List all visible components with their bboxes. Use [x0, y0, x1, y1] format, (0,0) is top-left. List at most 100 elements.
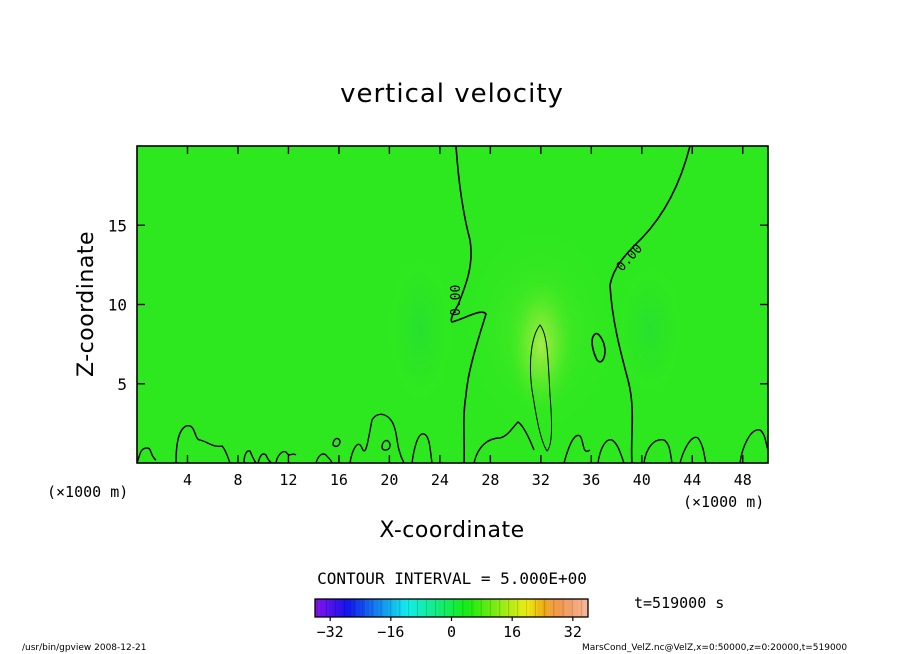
x-tick-label: 28 [481, 471, 499, 489]
footer-right: MarsCond_VelZ.nc@VelZ,x=0:50000,z=0:2000… [582, 643, 847, 653]
time-label: t=519000 s [634, 594, 724, 612]
colorbar-swatch [446, 599, 452, 617]
y-tick-label: 5 [117, 375, 127, 394]
colorbar-swatch [483, 599, 489, 617]
colorbar-swatch [497, 599, 502, 617]
colorbar-swatch [560, 599, 566, 617]
colorbar-swatch [456, 599, 461, 617]
colorbar-swatch [401, 599, 407, 617]
downdraft-region-right [615, 260, 685, 400]
x-tick-label: 36 [582, 471, 600, 489]
x-tick-label: 40 [633, 471, 651, 489]
colorbar-swatch [428, 599, 434, 617]
colorbar-tick-label: 0 [447, 623, 456, 641]
surface-contours [137, 413, 768, 463]
colorbar-swatch [460, 599, 466, 617]
colorbar-swatch [469, 599, 475, 617]
colorbar-swatch [533, 599, 539, 617]
y-unit-label: (×1000 m) [47, 483, 128, 501]
colorbar-swatch [537, 599, 543, 617]
colorbar-swatch [465, 599, 470, 617]
colorbar-swatch [551, 599, 557, 617]
colorbar-swatch [437, 599, 443, 617]
footer-left: /usr/bin/gpview 2008-12-21 [22, 643, 146, 653]
colorbar-swatch [333, 599, 339, 617]
x-tick-label: 32 [532, 471, 550, 489]
colorbar-swatch [415, 599, 420, 617]
colorbar-swatch [556, 599, 561, 617]
colorbar-swatch [396, 599, 402, 617]
colorbar-swatch [315, 599, 320, 617]
colorbar-swatch [424, 599, 430, 617]
colorbar-swatch [319, 599, 325, 617]
x-axis-label: X-coordinate [379, 518, 524, 543]
colorbar-swatch [365, 599, 370, 617]
colorbar-swatch [583, 599, 589, 617]
colorbar-swatch [569, 599, 575, 617]
x-tick-label: 20 [380, 471, 398, 489]
y-tick-label: 15 [108, 216, 127, 235]
colorbar-swatch [387, 599, 393, 617]
colorbar-swatch [547, 599, 552, 617]
x-tick-label: 24 [431, 471, 449, 489]
downdraft-region-left [385, 250, 455, 410]
colorbar-swatch [360, 599, 366, 617]
colorbar-swatch [328, 599, 334, 617]
colorbar-swatch [355, 599, 361, 617]
y-tick-label: 10 [108, 296, 127, 315]
colorbar-tick-label: 32 [564, 623, 582, 641]
x-tick-label: 12 [279, 471, 297, 489]
colorbar-swatch [578, 599, 584, 617]
x-tick-label: 4 [183, 471, 192, 489]
zero-contour-left [450, 146, 487, 463]
colorbar-swatch [406, 599, 411, 617]
colorbar-swatch [478, 599, 484, 617]
small-contour-loop [591, 332, 606, 363]
x-tick-label: 8 [233, 471, 242, 489]
colorbar-swatch [487, 599, 493, 617]
y-axis-label: Z-coordinate [74, 231, 99, 377]
colorbar-swatch [410, 599, 416, 617]
colorbar [315, 599, 589, 617]
colorbar-swatch [324, 599, 329, 617]
updraft-core [507, 275, 575, 415]
colorbar-swatch [574, 599, 580, 617]
colorbar-swatch [342, 599, 348, 617]
colorbar-swatch [442, 599, 448, 617]
colorbar-swatch [374, 599, 379, 617]
colorbar-swatch [519, 599, 525, 617]
colorbar-swatch [515, 599, 521, 617]
colorbar-swatch [510, 599, 516, 617]
colorbar-swatch [528, 599, 534, 617]
colorbar-swatch [383, 599, 389, 617]
plot-area: 0.00 0.00 [137, 146, 768, 463]
contour-interval-text: CONTOUR INTERVAL = 5.000E+00 [317, 569, 587, 588]
contour-label-left: 0.00 [449, 285, 464, 316]
colorbar-swatch [378, 599, 384, 617]
x-tick-label: 16 [330, 471, 348, 489]
colorbar-swatch [337, 599, 343, 617]
chart-title: vertical velocity [340, 79, 564, 109]
colorbar-swatch [451, 599, 457, 617]
colorbar-swatch [524, 599, 530, 617]
updraft-core-contour [529, 324, 553, 452]
colorbar-tick-label: −16 [377, 623, 404, 641]
colorbar-swatch [501, 599, 507, 617]
colorbar-swatch [392, 599, 398, 617]
x-tick-label: 44 [683, 471, 701, 489]
colorbar-swatch [369, 599, 375, 617]
contour-lines [137, 146, 768, 463]
colorbar-swatch [346, 599, 352, 617]
colorbar-tick-label: −32 [317, 623, 344, 641]
colorbar-ticks: −32 −16 0 16 32 [317, 617, 582, 641]
zero-contour-right [609, 146, 691, 463]
colorbar-swatch [419, 599, 425, 617]
x-tick-label: 48 [734, 471, 752, 489]
colorbar-swatch [433, 599, 439, 617]
colorbar-swatch [351, 599, 357, 617]
colorbar-swatch [506, 599, 511, 617]
colorbar-swatch [492, 599, 498, 617]
colorbar-tick-label: 16 [503, 623, 521, 641]
